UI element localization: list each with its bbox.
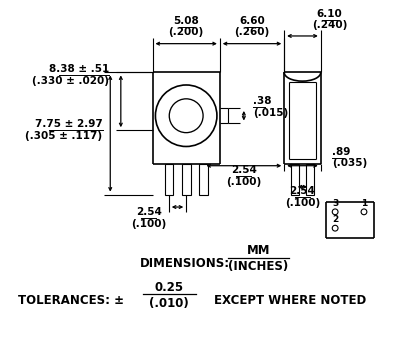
Text: (.200): (.200) bbox=[168, 27, 204, 37]
Text: 0.25: 0.25 bbox=[154, 280, 184, 294]
Text: 1: 1 bbox=[361, 198, 367, 208]
Text: 2: 2 bbox=[332, 215, 338, 224]
Bar bbox=[291, 164, 299, 195]
Text: .38: .38 bbox=[254, 96, 272, 106]
Bar bbox=[164, 164, 173, 195]
Text: 2.54: 2.54 bbox=[290, 186, 316, 196]
Text: 6.60: 6.60 bbox=[239, 16, 265, 26]
Text: 5.08: 5.08 bbox=[173, 16, 199, 26]
Bar bbox=[306, 164, 314, 195]
Text: (.305 ± .117): (.305 ± .117) bbox=[26, 130, 102, 141]
Circle shape bbox=[169, 99, 203, 133]
Text: 2.54: 2.54 bbox=[136, 207, 162, 217]
Text: (.260): (.260) bbox=[234, 27, 270, 37]
Text: (.240): (.240) bbox=[312, 20, 347, 29]
Bar bbox=[199, 164, 208, 195]
Text: 6.10: 6.10 bbox=[316, 9, 342, 19]
Text: DIMENSIONS:: DIMENSIONS: bbox=[140, 257, 230, 270]
Circle shape bbox=[332, 225, 338, 231]
Text: 3: 3 bbox=[332, 198, 338, 208]
Text: .89: .89 bbox=[332, 147, 351, 157]
Circle shape bbox=[156, 85, 217, 146]
Bar bbox=[182, 164, 190, 195]
Text: (INCHES): (INCHES) bbox=[228, 260, 288, 273]
Text: (.330 ± .020): (.330 ± .020) bbox=[32, 76, 109, 86]
Text: (.100): (.100) bbox=[226, 177, 262, 187]
Text: 8.38 ± .51: 8.38 ± .51 bbox=[49, 65, 109, 74]
Text: 7.75 ± 2.97: 7.75 ± 2.97 bbox=[35, 119, 102, 129]
Text: (.100): (.100) bbox=[285, 198, 320, 209]
Text: MM: MM bbox=[246, 244, 270, 257]
Text: 2.54: 2.54 bbox=[231, 165, 257, 175]
Text: (.010): (.010) bbox=[149, 297, 189, 310]
Text: TOLERANCES: ±: TOLERANCES: ± bbox=[18, 294, 124, 307]
Circle shape bbox=[361, 209, 367, 215]
Text: EXCEPT WHERE NOTED: EXCEPT WHERE NOTED bbox=[214, 294, 366, 307]
Text: (.035): (.035) bbox=[332, 158, 368, 168]
Text: (.015): (.015) bbox=[254, 108, 289, 118]
Text: (.100): (.100) bbox=[131, 219, 166, 229]
Circle shape bbox=[332, 209, 338, 215]
